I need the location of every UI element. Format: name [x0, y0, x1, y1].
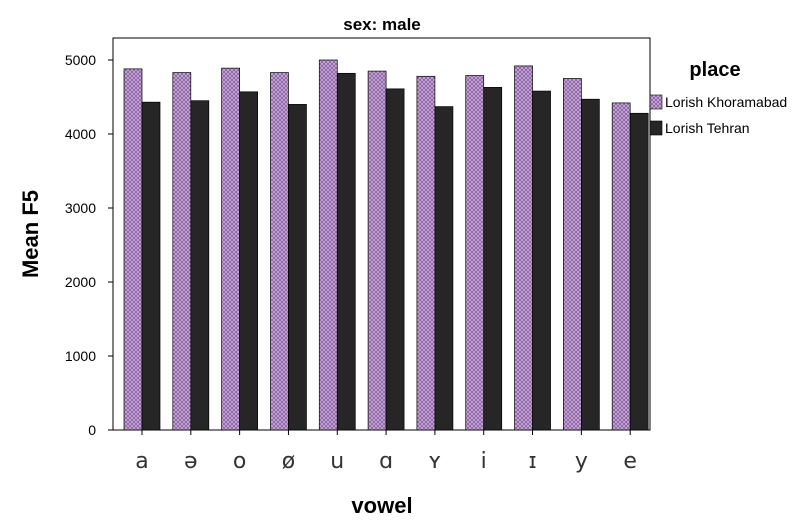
y-axis-title: Mean F5 [18, 190, 43, 278]
x-tick-label: a [135, 449, 148, 474]
x-tick-label: o [233, 449, 246, 474]
legend-title: place [689, 59, 740, 81]
bar-tehran [385, 88, 405, 431]
x-tick-label: i [481, 449, 487, 474]
bar-khoramabad [514, 65, 533, 431]
bar-khoramabad [611, 102, 631, 431]
bar-tehran [629, 112, 649, 431]
x-tick-label: ə [184, 449, 198, 474]
x-tick-label: ø [282, 449, 295, 474]
y-tick-label: 0 [88, 422, 96, 438]
x-tick-label: e [623, 449, 637, 474]
y-tick-label: 1000 [65, 348, 96, 364]
bar-tehran [190, 100, 210, 431]
legend-swatch-tehran [649, 120, 663, 136]
legend-label-khoramabad: Lorish Khoramabad [665, 94, 787, 110]
bar-khoramabad [270, 72, 289, 431]
x-axis-title: vowel [351, 493, 412, 518]
x-tick-label: ʏ [428, 449, 441, 474]
bar-tehran [141, 101, 161, 431]
bar-khoramabad [318, 59, 338, 431]
x-tick-label: y [575, 449, 588, 474]
y-axis: 0 1000 2000 3000 4000 5000 [65, 52, 113, 438]
bar-tehran [483, 87, 503, 431]
bar-khoramabad [172, 72, 192, 431]
bar-tehran [532, 90, 551, 431]
bar-tehran [581, 98, 600, 431]
y-tick-label: 4000 [65, 126, 96, 142]
bars-group [123, 59, 649, 431]
bar-tehran [288, 104, 307, 431]
y-tick-label: 5000 [65, 52, 96, 68]
legend: place Lorish Khoramabad Lorish Tehran [649, 59, 787, 136]
legend-swatch-khoramabad [649, 94, 663, 110]
bar-khoramabad [123, 68, 143, 431]
bar-tehran [336, 72, 356, 431]
bar-khoramabad [465, 75, 485, 431]
x-tick-label: ɑ [379, 449, 393, 474]
bar-khoramabad [563, 78, 582, 431]
legend-label-tehran: Lorish Tehran [665, 120, 750, 136]
bar-khoramabad [416, 75, 436, 431]
bar-khoramabad [367, 70, 387, 431]
chart-title: sex: male [343, 15, 421, 34]
bar-khoramabad [221, 67, 240, 431]
y-tick-label: 3000 [65, 200, 96, 216]
x-tick-label: ɪ [528, 449, 536, 474]
x-tick-label: u [330, 449, 344, 474]
bar-tehran [239, 91, 258, 431]
y-tick-label: 2000 [65, 274, 96, 290]
bar-tehran [434, 106, 454, 431]
